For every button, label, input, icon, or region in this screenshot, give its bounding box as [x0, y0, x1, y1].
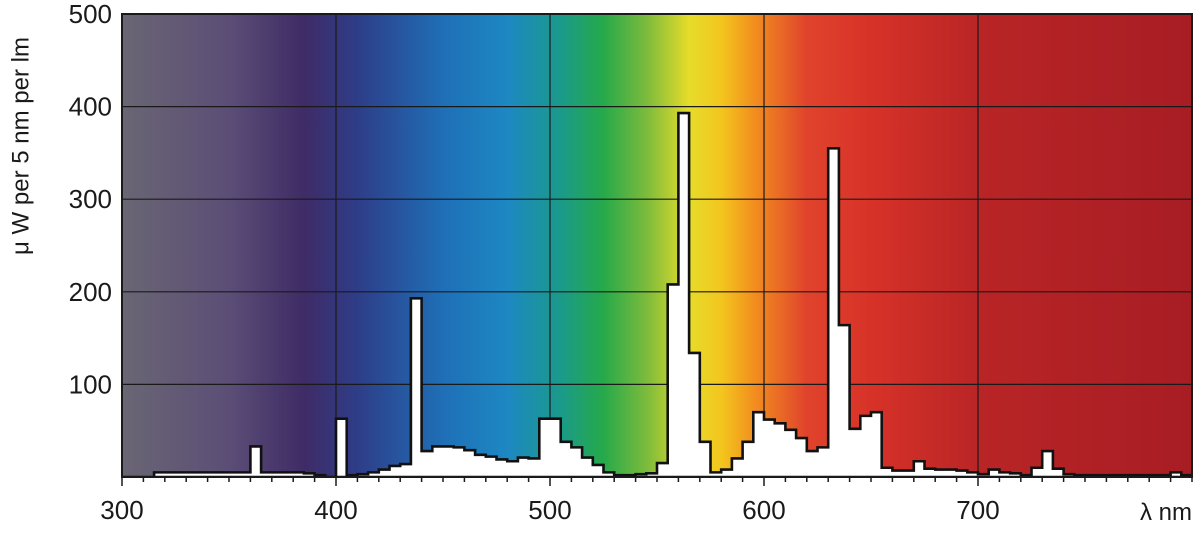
spectrum-background: [122, 14, 1192, 477]
y-axis-label: μ W per 5 nm per lm: [7, 37, 34, 255]
y-tick-label-500: 500: [69, 0, 112, 29]
x-tick-label-600: 600: [742, 495, 785, 525]
spectral-power-series: [122, 111, 1192, 477]
y-tick-label-300: 300: [69, 184, 112, 214]
x-tick-label-500: 500: [528, 495, 571, 525]
y-tick-label-100: 100: [69, 369, 112, 399]
x-axis-label: λ nm: [1140, 499, 1192, 526]
x-tick-label-700: 700: [956, 495, 999, 525]
x-tick-label-400: 400: [314, 495, 357, 525]
y-tick-label-200: 200: [69, 277, 112, 307]
x-tick-label-300: 300: [100, 495, 143, 525]
grid: [122, 14, 1192, 477]
y-tick-label-400: 400: [69, 92, 112, 122]
x-tick-marks: [121, 477, 1193, 486]
